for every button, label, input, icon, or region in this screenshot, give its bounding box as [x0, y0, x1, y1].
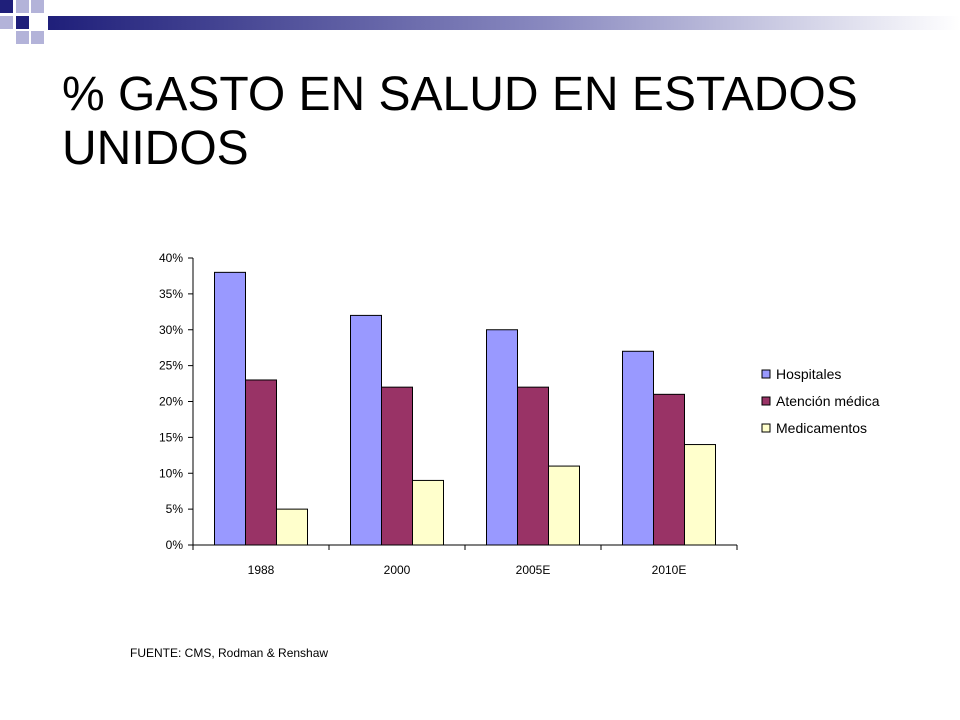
bar-atenci-n-m-dica: [517, 386, 549, 546]
bar-atenci-n-m-dica: [381, 386, 413, 546]
y-tick-label: 20%: [159, 395, 183, 409]
legend-label: Hospitales: [776, 366, 841, 382]
deco-square-light: [0, 16, 13, 29]
y-tick-label: 25%: [159, 359, 183, 373]
y-tick-label: 40%: [159, 251, 183, 265]
y-tick-label: 35%: [159, 287, 183, 301]
page-title: % GASTO EN SALUD EN ESTADOS UNIDOS: [62, 68, 858, 175]
y-tick-label: 0%: [166, 538, 184, 552]
deco-square-light: [16, 0, 29, 13]
x-tick-label: 2010E: [652, 563, 687, 577]
bar-hospitales: [350, 314, 382, 546]
deco-gradient-bar: [48, 16, 960, 30]
y-tick-label: 15%: [159, 430, 183, 444]
x-tick-label: 1988: [248, 563, 275, 577]
x-tick-label: 2000: [384, 563, 411, 577]
legend-swatch: [761, 396, 771, 406]
bar-hospitales: [622, 350, 654, 546]
y-tick-label: 10%: [159, 466, 183, 480]
bar-medicamentos: [684, 444, 716, 546]
header-decoration: [0, 0, 960, 44]
bar-medicamentos: [276, 508, 308, 546]
x-tick-label: 2005E: [516, 563, 551, 577]
legend-label: Atención médica: [776, 393, 880, 409]
deco-square-dark: [16, 16, 29, 29]
source-note: FUENTE: CMS, Rodman & Renshaw: [130, 646, 329, 660]
y-tick-label: 5%: [166, 502, 184, 516]
deco-square-light: [31, 31, 44, 44]
bar-atenci-n-m-dica: [245, 379, 277, 546]
legend-swatch: [761, 423, 771, 433]
bar-hospitales: [486, 329, 518, 546]
bar-medicamentos: [548, 465, 580, 546]
bar-medicamentos: [412, 479, 444, 546]
deco-square-light: [16, 31, 29, 44]
legend-swatch: [761, 369, 771, 379]
legend-label: Medicamentos: [776, 420, 867, 436]
bar-hospitales: [214, 271, 246, 546]
bar-atenci-n-m-dica: [653, 393, 685, 546]
deco-square-light: [31, 0, 44, 13]
y-tick-label: 30%: [159, 323, 183, 337]
deco-square-dark: [0, 0, 13, 13]
